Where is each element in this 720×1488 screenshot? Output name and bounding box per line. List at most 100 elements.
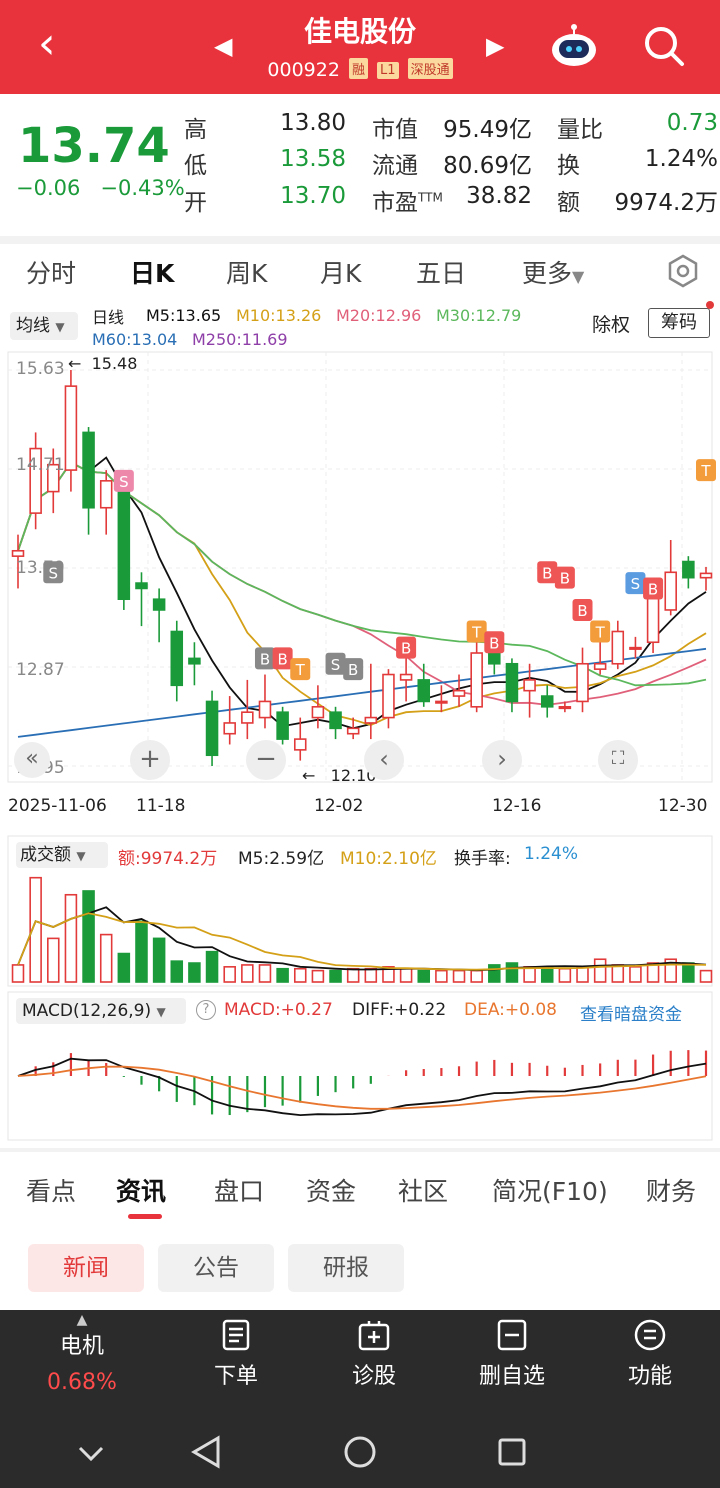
ma10-label: M10:13.26 (236, 306, 322, 325)
signal-label: B (277, 650, 287, 668)
tab-orderbook[interactable]: 盘口 (214, 1177, 265, 1206)
fullscreen-icon[interactable]: ⛶ (598, 740, 638, 780)
collapse-icon[interactable] (76, 1438, 106, 1468)
candle (364, 716, 378, 724)
candle (170, 630, 184, 687)
change-percent: −0.43% (100, 176, 185, 200)
macd-select[interactable]: MACD(12,26,9) ▼ (16, 998, 186, 1024)
volume-bar (82, 890, 95, 983)
chart-panel: 均线 ▼ 日线 M5:13.65 M10:13.26 M20:12.96 M30… (0, 296, 720, 1148)
ex-rights-toggle[interactable]: 除权 (592, 314, 631, 336)
tab-funds[interactable]: 资金 (306, 1177, 357, 1206)
candle (382, 673, 395, 719)
scroll-right-icon[interactable]: › (482, 740, 522, 780)
candle (435, 700, 448, 704)
candle (276, 711, 289, 740)
subtab-research[interactable]: 研报 (288, 1244, 404, 1292)
candle (558, 706, 572, 710)
tab-more[interactable]: 更多▼ (522, 259, 585, 288)
dea-line (17, 1065, 707, 1110)
float-label: 流通 (372, 153, 418, 179)
signal-marker (484, 631, 505, 654)
tab-community[interactable]: 社区 (398, 1177, 449, 1206)
prev-stock-icon[interactable]: ◀ (214, 32, 233, 60)
x-tick-4: 12-16 (492, 796, 542, 816)
nav-back-icon[interactable] (190, 1434, 222, 1470)
candle (205, 700, 219, 757)
candle (135, 582, 148, 590)
function-button[interactable]: 功能 (590, 1318, 710, 1390)
signal-label: B (348, 661, 358, 679)
signal-label: B (489, 634, 499, 652)
nav-recents-icon[interactable] (496, 1436, 528, 1468)
candle (293, 738, 307, 751)
ma250-label: M250:11.69 (192, 330, 288, 349)
settings-icon[interactable] (666, 254, 700, 288)
notify-dot (706, 301, 714, 309)
search-icon[interactable] (640, 22, 688, 70)
tab-weekly-k[interactable]: 周K (226, 259, 268, 288)
zoom-out-icon[interactable]: − (246, 740, 286, 780)
tab-highlights[interactable]: 看点 (26, 1177, 77, 1206)
volume-m5: M5:2.59亿 (238, 849, 325, 869)
volume-bar (346, 967, 360, 983)
signal-marker (254, 647, 275, 670)
volume-ma5-line (17, 906, 707, 972)
volume-bar (417, 969, 431, 983)
tab-news[interactable]: 资讯 (116, 1177, 167, 1206)
volume-bar (682, 962, 695, 983)
signal-marker (325, 652, 346, 675)
signal-marker (537, 561, 558, 584)
dark-pool-link[interactable]: 查看暗盘资金 (580, 1005, 682, 1025)
quote-panel: 13.74 −0.06 −0.43% 高 13.80 低 13.58 开 13.… (0, 94, 720, 236)
nav-home-icon[interactable] (342, 1434, 378, 1470)
signal-marker (696, 459, 716, 482)
signal-label: S (49, 564, 59, 582)
scroll-left-fast-icon[interactable]: « (14, 742, 50, 778)
zoom-in-icon[interactable]: + (130, 740, 170, 780)
tab-monthly-k[interactable]: 月K (320, 259, 362, 288)
next-stock-icon[interactable]: ▶ (486, 32, 505, 60)
volume-bar (276, 967, 289, 983)
back-icon[interactable]: ‹ (38, 18, 56, 69)
candle (64, 385, 78, 471)
volume-bar (135, 920, 148, 983)
signal-marker (290, 658, 311, 681)
help-icon[interactable]: ? (196, 1000, 216, 1020)
subtab-announcements[interactable]: 公告 (158, 1244, 274, 1292)
remove-watchlist-button[interactable]: 删自选 (452, 1318, 572, 1390)
candle (188, 657, 201, 665)
signal-label: T (295, 661, 306, 679)
mktcap-value: 95.49亿 (443, 117, 532, 143)
signal-marker (466, 620, 487, 643)
candle (11, 549, 25, 557)
tab-daily-k[interactable]: 日K (130, 254, 174, 302)
candle (346, 727, 360, 735)
tab-intraday[interactable]: 分时 (26, 259, 77, 288)
sector-button[interactable]: ▲ 电机 0.68% (22, 1312, 142, 1395)
assistant-robot-icon[interactable] (550, 24, 598, 68)
signal-label: S (119, 473, 129, 491)
signal-marker (43, 561, 64, 584)
scroll-left-icon[interactable]: ‹ (364, 740, 404, 780)
candle (223, 722, 236, 735)
subtab-news[interactable]: 新闻 (28, 1244, 144, 1292)
volume-bar (593, 958, 607, 983)
volume-select[interactable]: 成交额 ▼ (16, 842, 108, 868)
order-icon (222, 1319, 250, 1351)
tab-five-day[interactable]: 五日 (416, 259, 467, 288)
margin-tag: 融 (348, 58, 368, 79)
indicator-select[interactable]: 均线 ▼ (10, 312, 78, 340)
volume-bar (646, 962, 660, 983)
tab-financials[interactable]: 财务 (646, 1177, 697, 1206)
volume-bar (558, 967, 572, 983)
caret-up-icon: ▲ (76, 1312, 88, 1328)
tab-f10[interactable]: 简况(F10) (492, 1177, 608, 1206)
candle (152, 598, 166, 611)
order-button[interactable]: 下单 (176, 1318, 296, 1390)
diff-line (17, 1057, 707, 1117)
chip-button[interactable]: 筹码 (648, 308, 710, 338)
volume-bar (505, 962, 519, 983)
diagnose-button[interactable]: 诊股 (314, 1318, 434, 1390)
